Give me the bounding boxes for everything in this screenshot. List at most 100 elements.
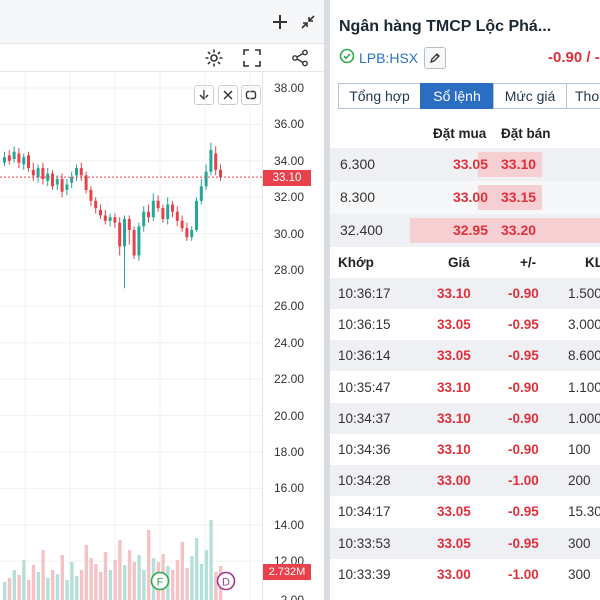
- event-marker-label: D: [222, 577, 230, 589]
- trade-price: 33.00: [437, 566, 471, 582]
- tab-so-lenh[interactable]: Sổ lệnh: [420, 83, 494, 109]
- trade-row[interactable]: 10:36:17 33.10 -0.90 1.500: [330, 278, 600, 309]
- price-tick-label: 36.00: [273, 117, 304, 132]
- price-tick-label: 38.00: [273, 81, 304, 95]
- tab-tong-hop[interactable]: Tổng hợp: [338, 83, 421, 109]
- trade-time: 10:36:17: [338, 286, 391, 301]
- volume-bar: [7, 578, 12, 600]
- candle-body: [12, 151, 16, 159]
- trade-row[interactable]: 10:33:53 33.05 -0.95 300: [330, 527, 600, 559]
- trade-change: -1.00: [508, 473, 539, 489]
- volume-bar: [108, 570, 112, 600]
- scroll-down-arrow-icon[interactable]: [194, 85, 214, 105]
- candle-body: [156, 200, 160, 209]
- chart-toolbar: [0, 44, 324, 72]
- trade-time: 10:34:17: [338, 504, 391, 520]
- edit-pencil-icon[interactable]: [424, 47, 447, 69]
- ask-volume-bar: [497, 218, 600, 243]
- candle-body: [214, 153, 218, 170]
- candle-body: [108, 217, 112, 221]
- trade-change: -1.00: [508, 566, 539, 582]
- volume-bar: [214, 572, 218, 600]
- trade-row[interactable]: 10:34:37 33.10 -0.90 1.000: [330, 402, 600, 434]
- trade-volume: 100: [568, 442, 591, 457]
- ticker-row: LPB:HSX: [339, 46, 447, 70]
- candle-body: [31, 169, 35, 176]
- trade-volume: 1.500: [568, 286, 600, 301]
- trade-time: 10:34:36: [338, 442, 391, 457]
- tab-bar: Tổng hợp Sổ lệnh Mức giá Tho: [338, 83, 600, 109]
- trade-time: 10:33:53: [338, 535, 391, 551]
- volume-bar: [204, 550, 208, 600]
- volume-bar: [12, 570, 16, 600]
- trade-row[interactable]: 10:33:39 33.00 -1.00 300: [330, 558, 600, 590]
- candle-body: [199, 186, 203, 201]
- price-tick-label: 14.00: [273, 517, 304, 532]
- orderbook-row[interactable]: 32.400 32.95 33.20: [330, 214, 600, 247]
- event-marker-icon: [216, 571, 236, 591]
- trade-time: 10:33:39: [338, 566, 391, 582]
- candle-body: [27, 155, 30, 169]
- price-tick-label: 16.00: [273, 481, 304, 496]
- trade-volume: 300: [568, 566, 591, 582]
- candle-body: [204, 171, 208, 187]
- pane-divider[interactable]: [324, 0, 330, 600]
- candle-body: [151, 200, 155, 218]
- auto-scale-icon[interactable]: [218, 85, 238, 105]
- candle-body: [70, 177, 74, 183]
- price-axis[interactable]: 38.00 36.00 34.00 32.00 30.00 28.00 26.00 24.00…: [262, 72, 324, 600]
- price-tick-label: 32.00: [273, 190, 304, 205]
- volume-bar: [3, 582, 7, 600]
- trade-change: -0.95: [508, 504, 539, 520]
- tab-thong-tin[interactable]: Tho: [566, 83, 600, 109]
- trade-row[interactable]: 10:34:36 33.10 -0.90 100: [330, 434, 600, 465]
- trade-row[interactable]: 10:34:17 33.05 -0.95 15.300: [330, 496, 600, 528]
- price-tick-label: 28.00: [273, 263, 304, 277]
- candle-body: [51, 173, 54, 187]
- volume-bar: [27, 580, 31, 600]
- share-icon[interactable]: [289, 47, 311, 69]
- volume-bar: [175, 560, 180, 600]
- ticker-symbol[interactable]: LPB:HSX: [359, 50, 419, 66]
- candle-body: [89, 189, 93, 201]
- settings-gear-icon[interactable]: [203, 47, 225, 69]
- ask-price: 33.15: [501, 189, 537, 205]
- candle-body: [17, 153, 21, 163]
- ask-price: 33.20: [501, 222, 537, 238]
- trade-time: 10:34:37: [338, 410, 391, 426]
- volume-bar: [123, 565, 127, 600]
- trade-row[interactable]: 10:36:15 33.05 -0.95 3.000: [330, 309, 600, 341]
- reset-view-icon[interactable]: [241, 85, 261, 105]
- chart-top-bar: [0, 0, 324, 44]
- tab-muc-gia[interactable]: Mức giá: [493, 83, 567, 109]
- candle-body: [132, 229, 136, 256]
- candle-body: [142, 211, 146, 227]
- orderbook-row[interactable]: 8.300 33.00 33.15: [330, 181, 600, 214]
- trade-price: 33.05: [437, 348, 471, 364]
- orderbook-row[interactable]: 6.300 33.05 33.10: [330, 148, 600, 181]
- trade-row[interactable]: 10:36:14 33.05 -0.95 8.600: [330, 340, 600, 372]
- candle-body: [84, 175, 88, 190]
- volume-bar: [171, 570, 175, 600]
- volume-bar: [89, 558, 93, 600]
- trade-price: 33.10: [437, 379, 471, 395]
- candle-body: [190, 229, 194, 238]
- trades-price-header: Giá: [448, 255, 470, 270]
- volume-bar: [195, 538, 199, 600]
- trade-change: -0.90: [508, 410, 539, 426]
- price-tick-label: 22.00: [273, 372, 304, 387]
- trade-price: 33.05: [437, 317, 471, 333]
- price-tick-label: 34.00: [273, 153, 304, 168]
- trade-row[interactable]: 10:35:47 33.10 -0.90 1.100: [330, 371, 600, 403]
- trade-row[interactable]: 10:34:28 33.00 -1.00 200: [330, 465, 600, 497]
- fullscreen-icon[interactable]: [241, 47, 263, 69]
- collapse-icon[interactable]: [298, 12, 318, 32]
- add-chart-icon[interactable]: [270, 12, 290, 32]
- trades-time-header: Khớp: [338, 255, 374, 270]
- candle-body: [41, 168, 45, 179]
- volume-label: 2.732M: [263, 564, 311, 580]
- volume-tick-label: 2.00: [280, 593, 304, 600]
- candle-body: [55, 179, 59, 185]
